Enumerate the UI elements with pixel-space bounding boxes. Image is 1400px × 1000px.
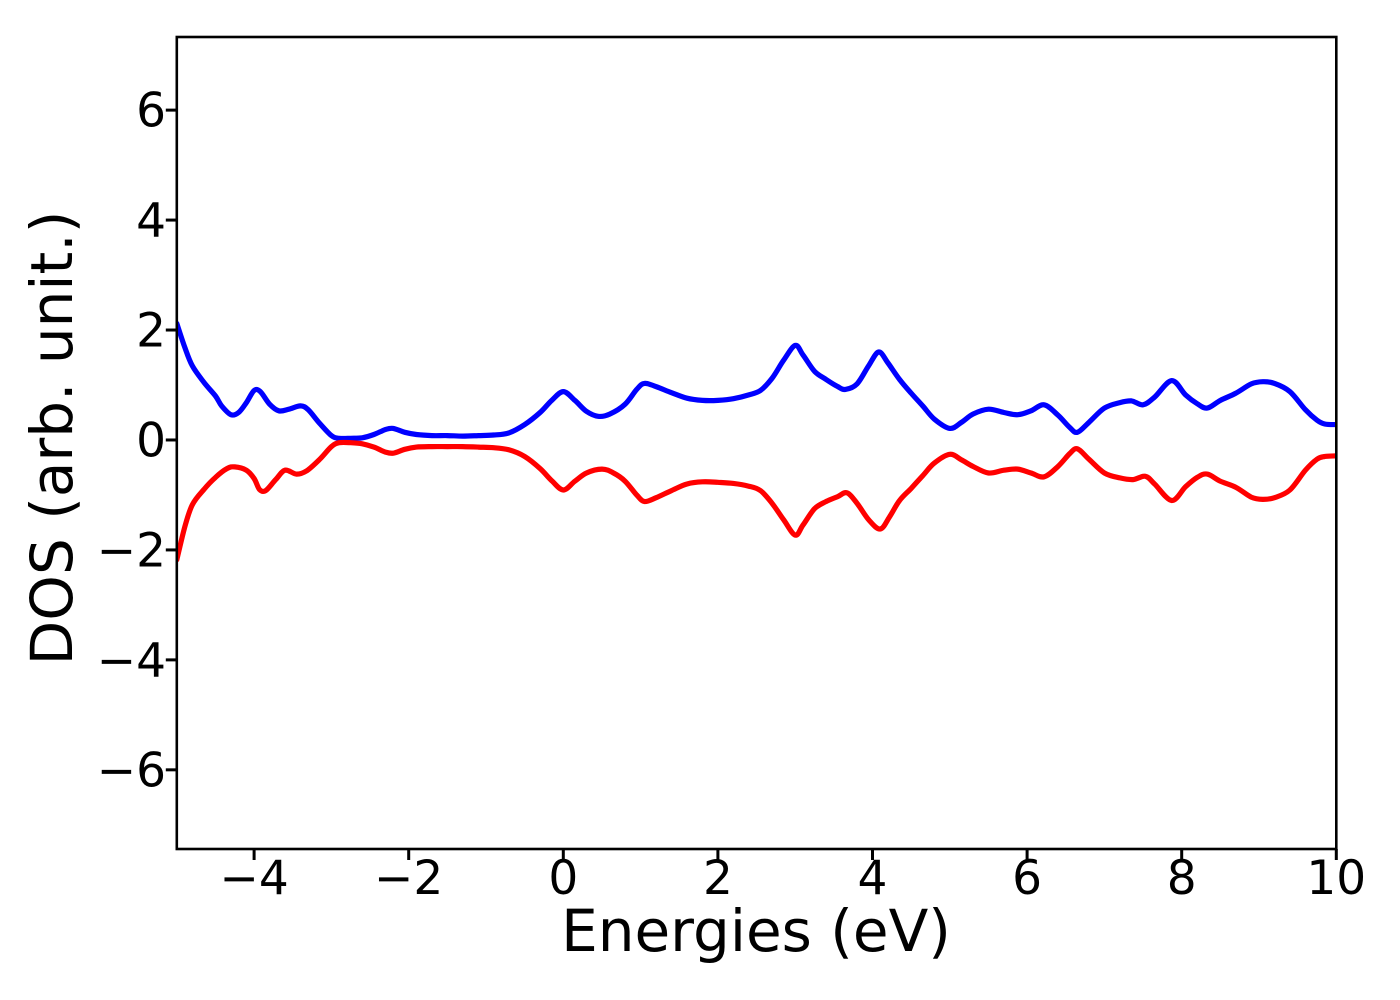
red-dos-curve xyxy=(176,439,1337,563)
x-tick-label: 6 xyxy=(1012,851,1042,906)
x-tick-label: 4 xyxy=(858,851,888,906)
blue-dos-curve xyxy=(176,320,1337,442)
y-tick-label: 6 xyxy=(136,84,166,139)
y-tick-label: −4 xyxy=(97,633,166,688)
y-tick-label: −2 xyxy=(97,523,166,578)
x-axis-label: Energies (eV) xyxy=(561,897,951,965)
y-tick-label: 2 xyxy=(136,304,166,359)
y-axis-label: DOS (arb. unit.) xyxy=(18,210,86,666)
x-tick-label: 2 xyxy=(703,851,733,906)
x-tick-label: −2 xyxy=(374,851,443,906)
x-tick-label: 8 xyxy=(1167,851,1197,906)
y-tick-label: 4 xyxy=(136,194,166,249)
x-tick-label: 0 xyxy=(548,851,578,906)
x-tick-label: −4 xyxy=(219,851,288,906)
x-tick-label: 10 xyxy=(1306,851,1366,906)
y-tick-label: −6 xyxy=(97,743,166,798)
axes-frame xyxy=(175,35,1338,851)
y-tick-label: 0 xyxy=(136,413,166,468)
